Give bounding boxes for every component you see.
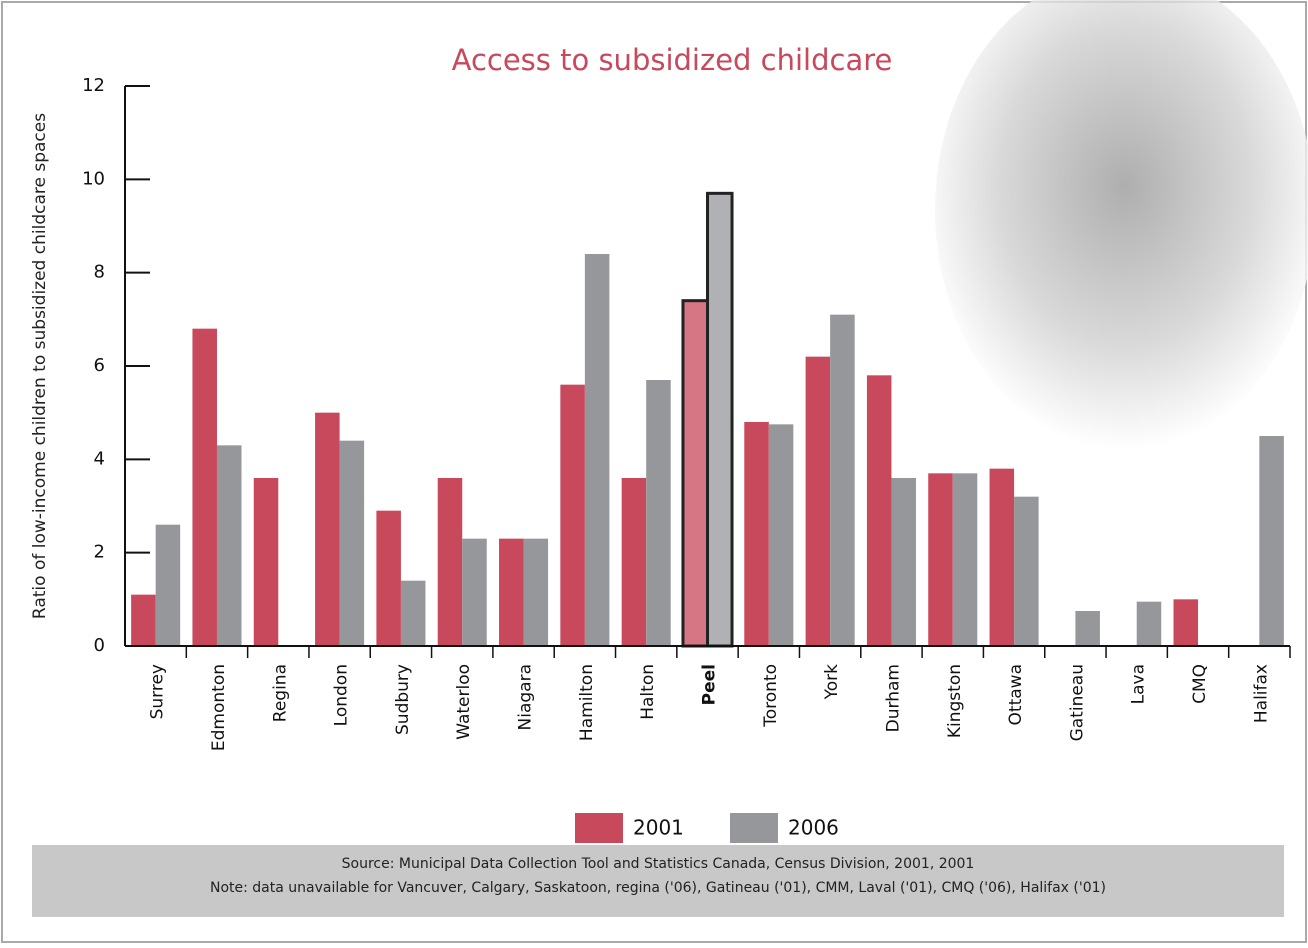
y-tick-label: 2 bbox=[94, 542, 105, 563]
y-tick-label: 4 bbox=[94, 448, 105, 469]
bar bbox=[315, 412, 340, 646]
bar bbox=[621, 478, 647, 646]
x-tick-label: Halton bbox=[638, 664, 658, 720]
source: Source: Municipal Data Collection Tool a… bbox=[342, 856, 975, 872]
bar bbox=[768, 424, 794, 646]
x-tick-label: Waterloo bbox=[454, 664, 474, 740]
y-tick-label: 10 bbox=[82, 168, 105, 189]
bar bbox=[253, 478, 279, 646]
y-axis-label: Ratio of low-income children to subsidiz… bbox=[30, 113, 50, 619]
bar bbox=[1014, 496, 1039, 646]
legend-swatch bbox=[575, 813, 623, 843]
photo bbox=[935, 0, 1308, 450]
x-tick-label: York bbox=[822, 664, 842, 701]
legend-label: 2001 bbox=[633, 816, 684, 840]
bar bbox=[131, 594, 156, 646]
bar bbox=[499, 538, 524, 646]
bar bbox=[1259, 436, 1284, 646]
bar bbox=[989, 468, 1015, 646]
x-tick-label: Peel bbox=[700, 664, 720, 705]
x-tick-label: Surrey bbox=[148, 664, 168, 719]
x-tick-label: Gatineau bbox=[1067, 664, 1087, 741]
x-tick-label: Durham bbox=[883, 664, 903, 732]
x-tick-label: Niagara bbox=[516, 664, 536, 730]
x-tick-label: Hamilton bbox=[577, 664, 597, 741]
x-tick-label: Regina bbox=[270, 664, 290, 722]
legend-label: 2006 bbox=[788, 816, 839, 840]
x-tick-label: Ottawa bbox=[1006, 664, 1026, 725]
bar bbox=[706, 191, 734, 648]
bar bbox=[1136, 601, 1162, 646]
y-tick-label: 12 bbox=[82, 75, 105, 96]
bar bbox=[437, 478, 463, 646]
bar bbox=[646, 380, 671, 646]
chart-title: Access to subsidized childcare bbox=[452, 43, 893, 77]
bar bbox=[339, 440, 365, 646]
bar bbox=[805, 356, 831, 646]
x-tick-label: Toronto bbox=[761, 664, 781, 728]
bar bbox=[681, 299, 710, 648]
x-tick-label: Halifax bbox=[1251, 664, 1271, 723]
bar bbox=[216, 445, 242, 646]
bar bbox=[891, 478, 916, 646]
bar bbox=[1173, 599, 1199, 646]
bar bbox=[560, 384, 585, 646]
bar bbox=[744, 422, 769, 646]
bar bbox=[928, 473, 953, 646]
x-tick-label: London bbox=[332, 664, 352, 726]
x-tick-label: Lava bbox=[1129, 664, 1149, 704]
x-tick-label: Kingston bbox=[945, 664, 965, 738]
x-tick-label: Edmonton bbox=[209, 664, 229, 751]
y-tick-label: 6 bbox=[94, 355, 105, 376]
bar bbox=[462, 538, 487, 646]
y-tick-label: 0 bbox=[94, 635, 105, 656]
bar bbox=[523, 538, 549, 646]
bar bbox=[192, 328, 217, 646]
y-tick-label: 8 bbox=[94, 262, 105, 283]
note: Note: data unavailable for Vancuver, Cal… bbox=[210, 880, 1106, 896]
bar bbox=[866, 375, 892, 646]
legend-swatch bbox=[730, 813, 778, 843]
bar bbox=[584, 254, 610, 646]
bar bbox=[952, 473, 978, 646]
bar bbox=[155, 524, 181, 646]
x-tick-label: CMQ bbox=[1190, 664, 1210, 704]
bar bbox=[830, 314, 855, 646]
x-tick-label: Sudbury bbox=[393, 664, 413, 735]
bar bbox=[1075, 611, 1100, 646]
bar bbox=[400, 580, 426, 646]
bar bbox=[376, 510, 401, 646]
source-box bbox=[32, 845, 1284, 917]
